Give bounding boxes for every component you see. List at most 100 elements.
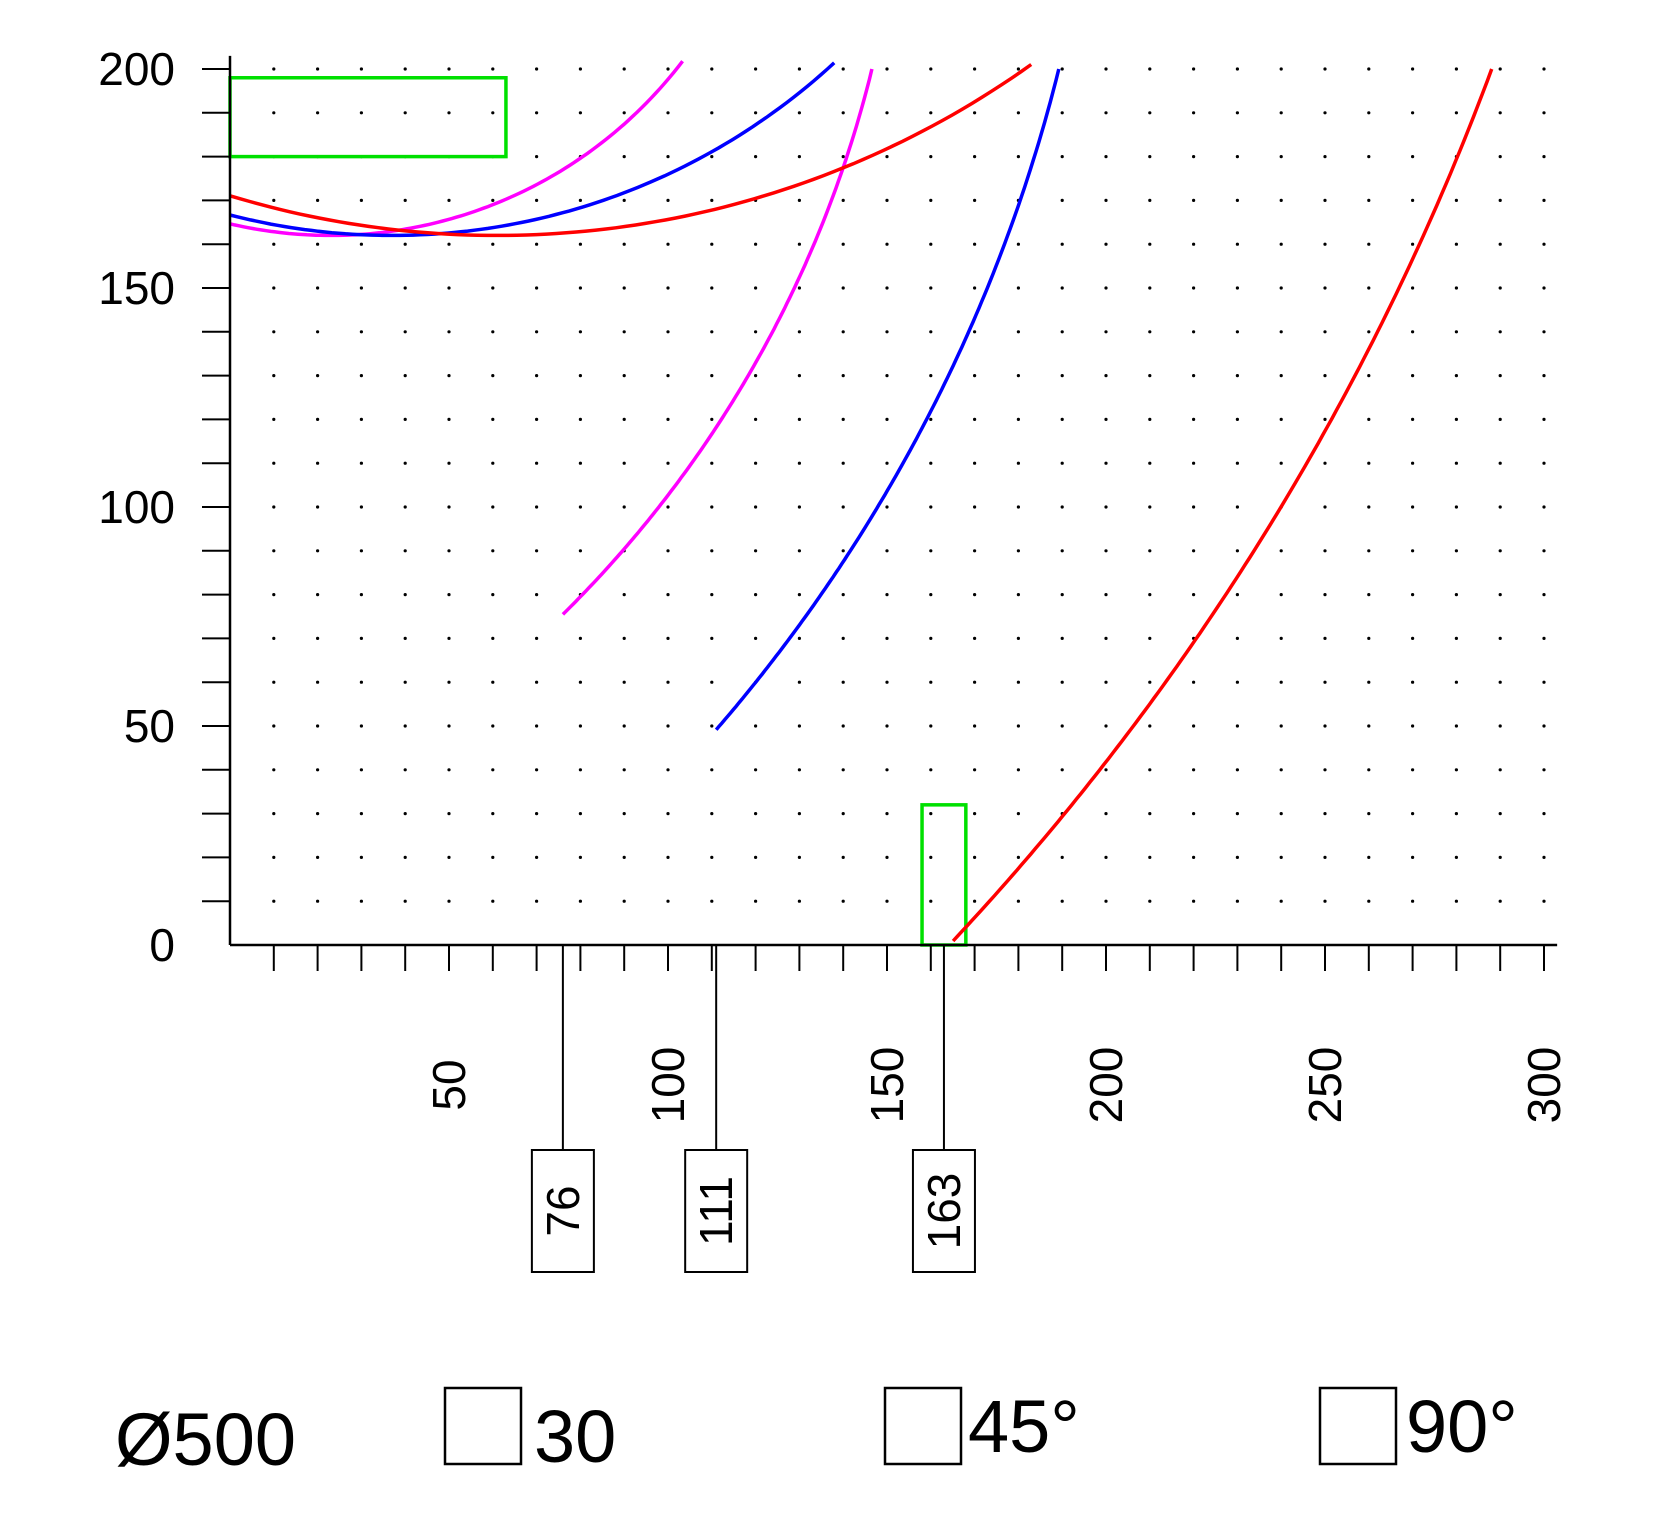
- grid-dot: [1192, 155, 1196, 159]
- grid-dot: [1411, 155, 1415, 159]
- grid-dot: [622, 505, 626, 509]
- grid-dot: [754, 111, 758, 115]
- grid-dot: [1411, 461, 1415, 465]
- option-box-1[interactable]: [443, 1386, 523, 1466]
- grid-dot: [710, 680, 714, 684]
- grid-dot: [1367, 111, 1371, 115]
- grid-dot: [491, 636, 495, 641]
- grid-dot: [535, 768, 539, 772]
- grid-dot: [447, 111, 451, 115]
- grid-dot: [666, 855, 670, 860]
- grid-dot: [578, 636, 583, 641]
- grid-dot: [1323, 198, 1327, 202]
- grid-dot: [1148, 593, 1152, 597]
- grid-dot: [797, 812, 802, 816]
- grid-dot: [447, 461, 451, 465]
- grid-dot: [403, 374, 407, 378]
- grid-dot: [797, 67, 802, 71]
- grid-dot: [447, 636, 451, 641]
- grid-dot: [929, 374, 933, 378]
- grid-dot: [1104, 636, 1108, 641]
- grid-dot: [1060, 680, 1064, 684]
- grid-dot: [1192, 812, 1196, 816]
- grid-dot: [578, 680, 583, 684]
- grid-dot: [666, 680, 670, 684]
- grid-dot: [1323, 417, 1327, 421]
- grid-dot: [1104, 549, 1108, 553]
- grid-dot: [710, 461, 714, 465]
- grid-dot: [1016, 549, 1021, 553]
- grid-dot: [666, 768, 670, 772]
- grid-dot: [1104, 899, 1108, 903]
- grid-dot: [929, 593, 933, 597]
- grid-dot: [710, 417, 714, 421]
- grid-dot: [1192, 417, 1196, 421]
- grid-dot: [973, 67, 977, 71]
- grid-dot: [754, 286, 758, 290]
- grid-dot: [359, 461, 363, 465]
- grid-dot: [1235, 855, 1239, 860]
- grid-dot: [710, 330, 714, 334]
- grid-dot: [666, 593, 670, 597]
- grid-dot: [1016, 812, 1021, 816]
- grid-dot: [1148, 768, 1152, 772]
- grid-dot: [272, 374, 276, 378]
- grid-dot: [973, 374, 977, 378]
- grid-dot: [929, 505, 933, 509]
- grid-dot: [491, 855, 495, 860]
- grid-dot: [1498, 155, 1502, 159]
- grid-dot: [1279, 812, 1283, 816]
- option-box-2[interactable]: [883, 1386, 963, 1466]
- grid-dot: [1060, 505, 1064, 509]
- grid-dot: [535, 111, 539, 115]
- grid-dot: [841, 242, 845, 246]
- grid-dot: [1148, 242, 1152, 246]
- grid-dot: [622, 242, 626, 246]
- grid-dot: [1454, 593, 1458, 597]
- grid-dot: [929, 768, 933, 772]
- grid-dot: [1323, 67, 1327, 71]
- grid-dot: [535, 330, 539, 334]
- grid-dot: [1542, 812, 1546, 816]
- grid-dot: [491, 812, 495, 816]
- grid-dot: [885, 636, 889, 641]
- grid-dot: [1498, 67, 1502, 71]
- grid-dot: [929, 812, 933, 816]
- grid-dot: [622, 155, 626, 159]
- grid-dot: [316, 768, 320, 772]
- grid-dot: [1454, 680, 1458, 684]
- grid-dot: [973, 417, 977, 421]
- grid-dot: [1323, 636, 1327, 641]
- grid-dot: [535, 198, 539, 202]
- grid-dot: [1367, 812, 1371, 816]
- grid-dot: [1454, 67, 1458, 71]
- grid-dot: [1016, 899, 1021, 903]
- grid-dot: [666, 899, 670, 903]
- grid-dot: [1367, 636, 1371, 641]
- grid-dot: [316, 198, 320, 202]
- grid-dot: [535, 461, 539, 465]
- grid-dot: [359, 636, 363, 641]
- grid-dot: [272, 812, 276, 816]
- grid-dot: [359, 593, 363, 597]
- grid-dot: [754, 636, 758, 641]
- grid-dot: [1542, 198, 1546, 202]
- grid-dot: [1323, 680, 1327, 684]
- grid-dot: [316, 330, 320, 334]
- option-box-3[interactable]: [1318, 1386, 1398, 1466]
- x-tick-label: 300: [1518, 1047, 1570, 1124]
- grid-dot: [1148, 505, 1152, 509]
- grid-dot: [447, 417, 451, 421]
- grid-dot: [316, 286, 320, 290]
- grid-dot: [316, 593, 320, 597]
- grid-dot: [1235, 242, 1239, 246]
- grid-dot: [1016, 111, 1021, 115]
- grid-dot: [1454, 724, 1458, 728]
- grid-dot: [1104, 812, 1108, 816]
- grid-dot: [797, 636, 802, 641]
- grid-dot: [535, 505, 539, 509]
- grid-dot: [1367, 286, 1371, 290]
- grid-dot: [316, 111, 320, 115]
- grid-dot: [403, 505, 407, 509]
